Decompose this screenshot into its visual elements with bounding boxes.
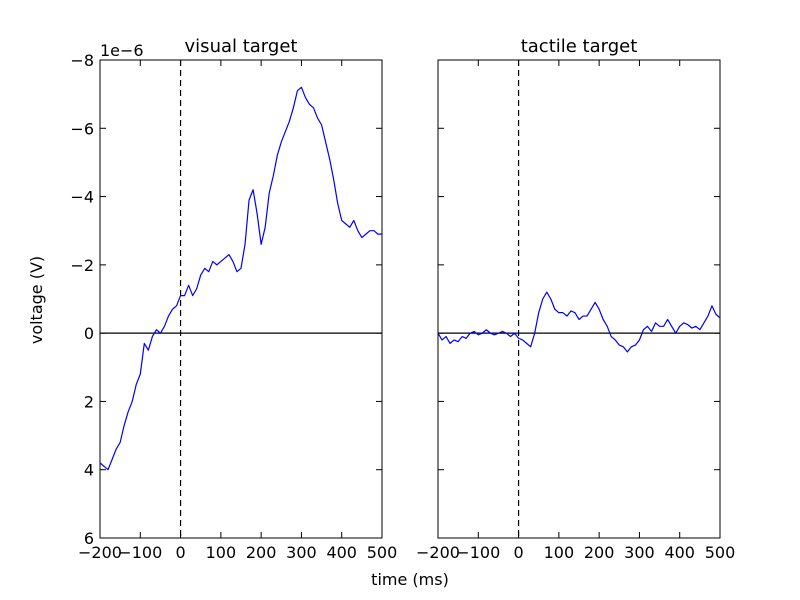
tactile-target-x-tick-label: 0 — [513, 543, 523, 562]
visual-target-title: visual target — [185, 36, 298, 57]
visual-target-x-tick-label: −200 — [78, 543, 122, 562]
visual-target-y-tick-label: 6 — [84, 529, 94, 548]
tactile-target-axes-frame — [437, 59, 721, 539]
visual-target-x-tick-label: 500 — [367, 543, 398, 562]
visual-target-y-tick-label: 4 — [84, 461, 94, 480]
visual-target-x-tick-label: 400 — [326, 543, 357, 562]
tactile-target-panel: −200−100 0 100 200 300 400 500 tactile target — [416, 36, 735, 562]
visual-target-y-tick-label: −2 — [70, 256, 94, 275]
visual-target-x-tick-label: 0 — [175, 543, 185, 562]
visual-target-panel: −200−100 0 100 200 300 400 500 −8 −6 −4 −2 0 2 4 6 visu… — [70, 36, 397, 562]
visual-target-x-tick-label: −100 — [118, 543, 162, 562]
tactile-target-x-tick-label: −100 — [456, 543, 500, 562]
visual-target-series-line-0 — [99, 86, 382, 471]
tactile-target-x-tick-label: −200 — [416, 543, 460, 562]
tactile-target-x-tick-label: 300 — [624, 543, 655, 562]
tactile-target-series-line-0 — [437, 291, 721, 353]
tactile-target-x-tick-label: 100 — [544, 543, 575, 562]
tactile-target-x-tick-label: 200 — [584, 543, 615, 562]
visual-target-y-tick-label: 0 — [84, 324, 94, 343]
visual-target-axes-frame — [99, 59, 383, 539]
visual-target-x-tick-label: 100 — [206, 543, 237, 562]
visual-target-y-tick-label: −6 — [70, 119, 94, 138]
visual-target-x-tick-label: 300 — [286, 543, 317, 562]
visual-target-y-tick-label: −8 — [70, 51, 94, 70]
visual-target-x-tick-label: 200 — [246, 543, 277, 562]
visual-target-y-tick-label: −4 — [70, 188, 94, 207]
tactile-target-x-tick-label: 400 — [664, 543, 695, 562]
x-axis-label: time (ms) — [371, 570, 449, 589]
y-axis-label: voltage (V) — [27, 256, 46, 344]
visual-target-y-tick-label: 2 — [84, 392, 94, 411]
tactile-target-x-tick-label: 500 — [705, 543, 736, 562]
tactile-target-title: tactile target — [521, 36, 638, 57]
offset-text: 1e−6 — [100, 41, 144, 60]
